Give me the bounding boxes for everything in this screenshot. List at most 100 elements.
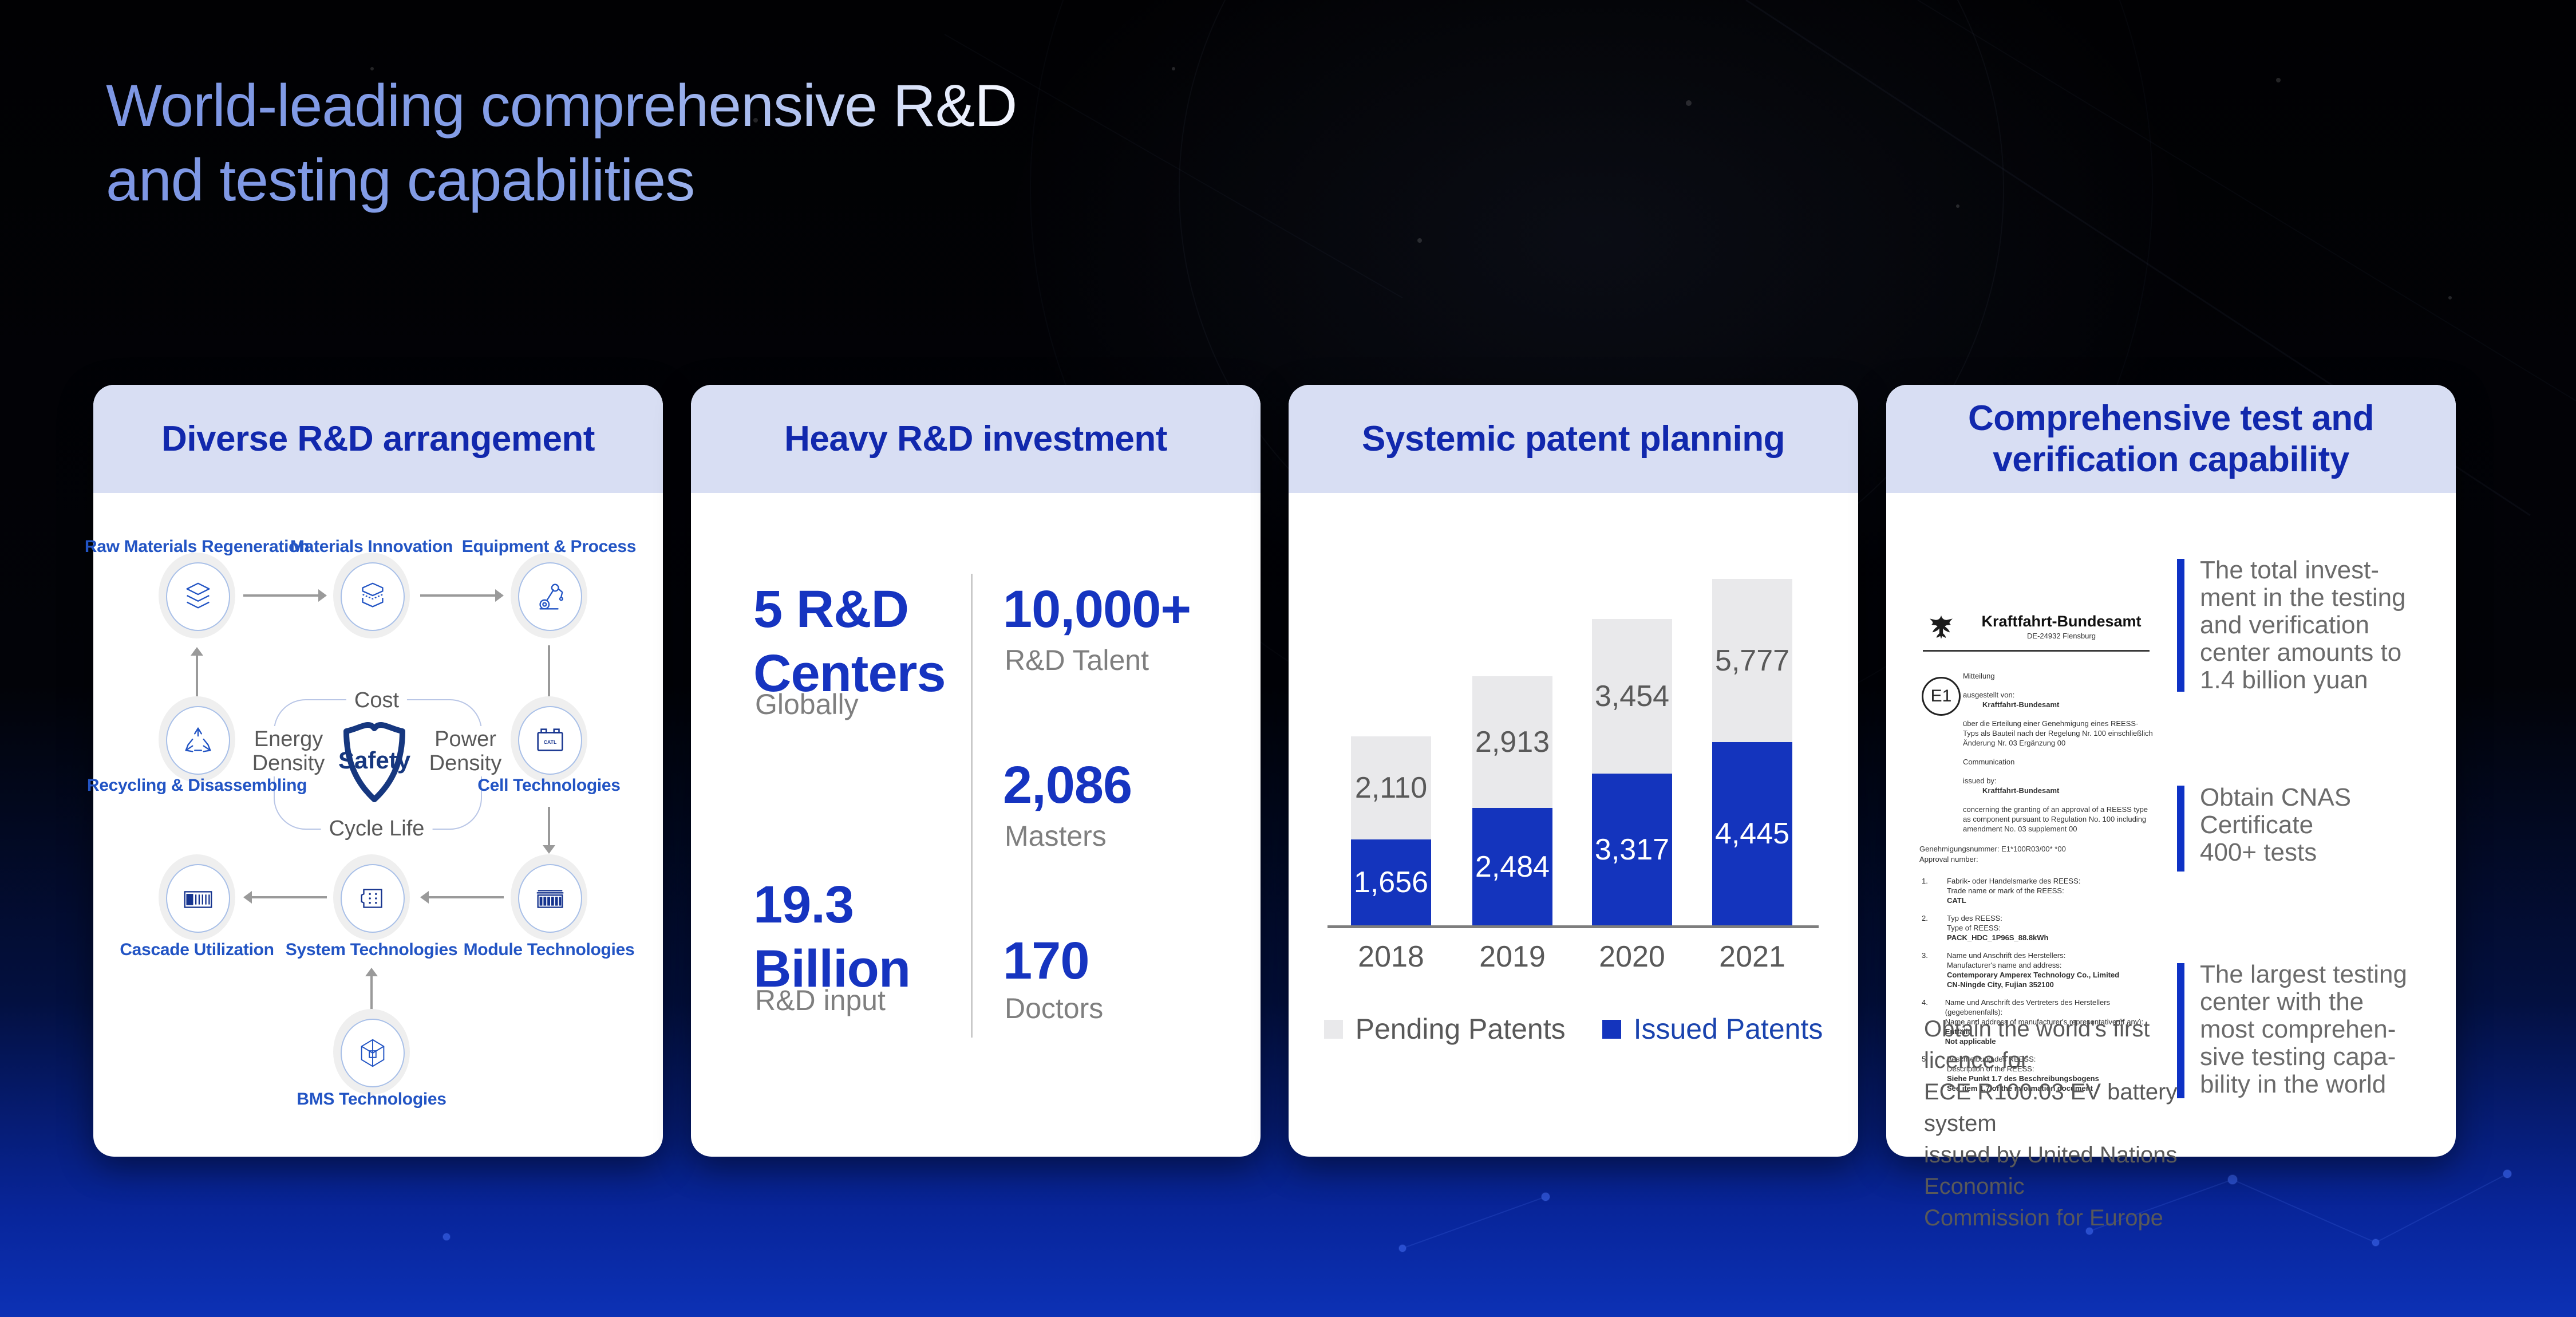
- node-label-recycling: Recycling & Disassembling: [86, 776, 307, 795]
- issued-swatch: [1602, 1019, 1621, 1039]
- raw-materials-node: [159, 553, 235, 638]
- stat-doctors-label: Doctors: [1005, 992, 1104, 1024]
- system-technologies-node: [333, 854, 410, 940]
- pending-segment: 3,454: [1592, 619, 1672, 774]
- pending-value-label: 5,777: [1714, 644, 1790, 677]
- shield-icon: [343, 722, 405, 802]
- legend-item-issued: Issued Patents: [1602, 1012, 1823, 1046]
- bullet-largest-testing-center: The largest testing center with the most…: [2200, 960, 2407, 1098]
- stat-rnd-input-value: 19.3 Billion: [753, 876, 911, 998]
- issued-value-label: 1,656: [1353, 866, 1429, 899]
- patent-bar-2018: 2,110 1,656: [1351, 736, 1431, 925]
- certificate-issuer: Kraftfahrt-Bundesamt: [1981, 613, 2142, 630]
- issuer-de: Kraftfahrt-Bundesamt: [1982, 700, 2060, 709]
- card-title: Systemic patent planning: [1361, 419, 1785, 459]
- safety-label: Safety: [338, 747, 411, 774]
- node-label-cell-tech: Cell Technologies: [477, 776, 621, 795]
- communication-label: Communication: [1963, 758, 2015, 766]
- certificate-issuer-block: Kraftfahrt-Bundesamt DE-24932 Flensburg: [1970, 613, 2153, 640]
- issued-by-de: ausgestellt von:: [1963, 691, 2015, 699]
- node-label-cascade: Cascade Utilization: [120, 940, 274, 959]
- stat-talent-label: R&D Talent: [1005, 644, 1149, 676]
- certificate-issuer-city: DE-24932 Flensburg: [2027, 632, 2096, 640]
- pending-segment: 5,777: [1712, 579, 1792, 742]
- issued-segment: 1,656: [1351, 839, 1431, 925]
- bullet-accent-bar: [2177, 963, 2184, 1098]
- patent-bar-2019: 2,913 2,484: [1472, 676, 1552, 925]
- pending-value-label: 3,454: [1594, 680, 1670, 713]
- bullet-accent-bar: [2177, 559, 2184, 692]
- legend-label: Pending Patents: [1355, 1013, 1566, 1045]
- stat-rnd-input-label: R&D input: [755, 984, 886, 1016]
- layers-icon: [166, 562, 230, 631]
- stats-divider: [971, 574, 973, 1038]
- card-systemic-patent-planning: Systemic patent planning 2,110 1,656 2,9…: [1289, 385, 1858, 1157]
- flow-arrow-up: [191, 647, 203, 717]
- stat-doctors-value: 170: [1003, 932, 1089, 990]
- safety-shield: Safety: [338, 716, 410, 805]
- flow-arrow-down: [543, 807, 555, 854]
- kba-certificate-document: Kraftfahrt-Bundesamt DE-24932 Flensburg …: [1919, 611, 2153, 1101]
- recycling-node: [159, 696, 235, 782]
- module-icon: [518, 864, 582, 933]
- node-label-system-tech: System Technologies: [285, 940, 458, 959]
- pending-segment: 2,913: [1472, 676, 1552, 808]
- cards-row: Diverse R&D arrangement Raw Materials Re…: [85, 385, 2456, 1231]
- card-title: Comprehensive test and verification capa…: [1967, 398, 2374, 479]
- node-label-module-tech: Module Technologies: [463, 940, 635, 959]
- legend-item-pending: Pending Patents: [1323, 1012, 1566, 1046]
- certificate-item: 2. Typ des REESS: Type of REESS: PACK_HDC_…: [1922, 914, 2049, 942]
- issued-value-label: 2,484: [1475, 850, 1550, 884]
- issued-segment: 2,484: [1472, 808, 1552, 925]
- stat-rnd-centers-value: 5 R&D Centers: [753, 580, 946, 703]
- certificate-paragraph-de: über die Erteilung einer Genehmigung ein…: [1963, 719, 2153, 747]
- certificate-item: 1. Fabrik- oder Handelsmarke des REESS: T…: [1922, 877, 2081, 905]
- container-icon: [166, 864, 230, 933]
- page-title: World-leading comprehensive R&D and test…: [106, 69, 1017, 218]
- flow-arrow-up: [365, 968, 378, 1016]
- card-test-verification: Comprehensive test and verification capa…: [1886, 385, 2456, 1231]
- cell-technologies-node: CATL: [511, 696, 587, 782]
- certificate-items: 1. Fabrik- oder Handelsmarke des REESS: T…: [1919, 876, 2153, 1093]
- federal-eagle-icon: [1930, 615, 1953, 639]
- material-stack-icon: [341, 562, 405, 631]
- ece-licence-caption: Obtain the world's first licence for ECE…: [1924, 1016, 2178, 1231]
- stat-masters-label: Masters: [1005, 820, 1107, 852]
- patent-bar-2020: 3,454 3,317: [1592, 619, 1672, 925]
- bullet-total-investment: The total invest- ment in the testing an…: [2200, 556, 2406, 694]
- year-label-2020: 2020: [1599, 940, 1665, 973]
- flow-arrow-right: [243, 589, 327, 602]
- card-header: Diverse R&D arrangement: [93, 385, 663, 493]
- bullet-accent-bar: [2177, 786, 2184, 872]
- card-heavy-rnd-investment: Heavy R&D investment 5 R&D Centers Globa…: [691, 385, 1261, 1157]
- e1-approval-mark: E1: [1922, 677, 1961, 716]
- flow-arrow-right: [420, 589, 504, 602]
- cycle-life-label: Cycle Life: [321, 815, 433, 842]
- battery-logo-text: CATL: [544, 739, 557, 745]
- card-header: Systemic patent planning: [1289, 385, 1858, 493]
- card-title: Diverse R&D arrangement: [161, 419, 595, 459]
- robot-arm-icon: [518, 562, 582, 631]
- cost-label: Cost: [346, 687, 408, 713]
- certificate-item: 3. Name und Anschrift des Herstellers: Ma…: [1922, 951, 2120, 989]
- card-diverse-rnd-arrangement: Diverse R&D arrangement Raw Materials Re…: [85, 385, 663, 1157]
- stat-talent-value: 10,000+: [1003, 580, 1191, 638]
- certificate-body: E1 Mitteilung ausgestellt von: Kraftfahr…: [1919, 671, 2153, 834]
- card-title: Heavy R&D investment: [784, 419, 1167, 459]
- certificate-item: 4. Name und Anschrift des Vertreters des…: [1922, 998, 2144, 1046]
- battery-pack-icon: [341, 864, 405, 933]
- issued-value-label: 4,445: [1714, 817, 1790, 850]
- year-label-2018: 2018: [1358, 940, 1424, 973]
- issued-segment: 3,317: [1592, 774, 1672, 925]
- pending-value-label: 2,110: [1354, 771, 1428, 805]
- certificate-paragraph-en: concerning the granting of an approval o…: [1963, 805, 2148, 833]
- approval-number-de: Genehmigungsnummer: E1*100R03/00* *00: [1919, 845, 2066, 853]
- legend-label: Issued Patents: [1633, 1013, 1823, 1045]
- issued-value-label: 3,317: [1594, 833, 1670, 866]
- battery-catl-icon: CATL: [518, 706, 582, 775]
- issuer-en: Kraftfahrt-Bundesamt: [1982, 786, 2060, 795]
- card-header: Comprehensive test and verification capa…: [1886, 385, 2456, 493]
- bms-technologies-node: [333, 1009, 410, 1095]
- recycle-icon: [166, 706, 230, 775]
